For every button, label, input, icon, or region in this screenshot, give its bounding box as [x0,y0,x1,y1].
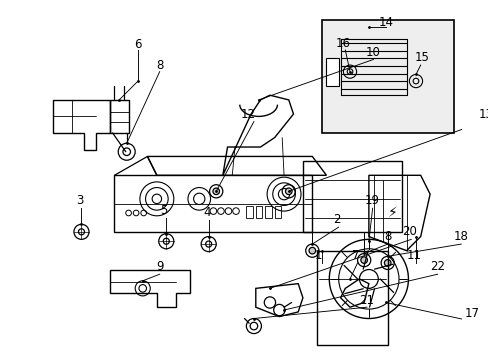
Circle shape [360,257,366,264]
Text: ⚡: ⚡ [387,206,396,220]
Circle shape [308,247,315,254]
Circle shape [212,188,219,195]
Bar [274,206,281,218]
Bar [302,161,401,232]
Bar [246,206,252,218]
Circle shape [384,260,390,266]
Text: 8: 8 [156,59,163,72]
Text: 3: 3 [76,194,83,207]
Text: 22: 22 [429,260,444,273]
Text: 10: 10 [366,46,380,59]
Bar [264,206,271,218]
Text: 11: 11 [406,249,421,262]
Text: 7: 7 [351,249,359,262]
Text: 14: 14 [378,16,392,29]
Bar [316,251,387,345]
Text: 2: 2 [332,213,340,226]
Text: 17: 17 [464,307,479,320]
Text: 6: 6 [134,38,142,51]
Text: 12: 12 [240,108,255,121]
Circle shape [285,188,291,195]
Bar [255,206,262,218]
Text: 5: 5 [160,204,167,217]
Text: 19: 19 [365,194,379,207]
Text: 1: 1 [314,249,321,262]
Bar [321,20,453,133]
Text: 18: 18 [453,230,468,243]
Text: 20: 20 [401,225,416,238]
Text: 8: 8 [383,230,390,243]
Text: 9: 9 [156,260,163,273]
Text: 21: 21 [359,294,374,307]
Polygon shape [326,58,338,86]
Text: 4: 4 [203,207,210,220]
Text: 16: 16 [335,37,350,50]
Text: 13: 13 [477,108,488,121]
Text: 15: 15 [414,51,429,64]
